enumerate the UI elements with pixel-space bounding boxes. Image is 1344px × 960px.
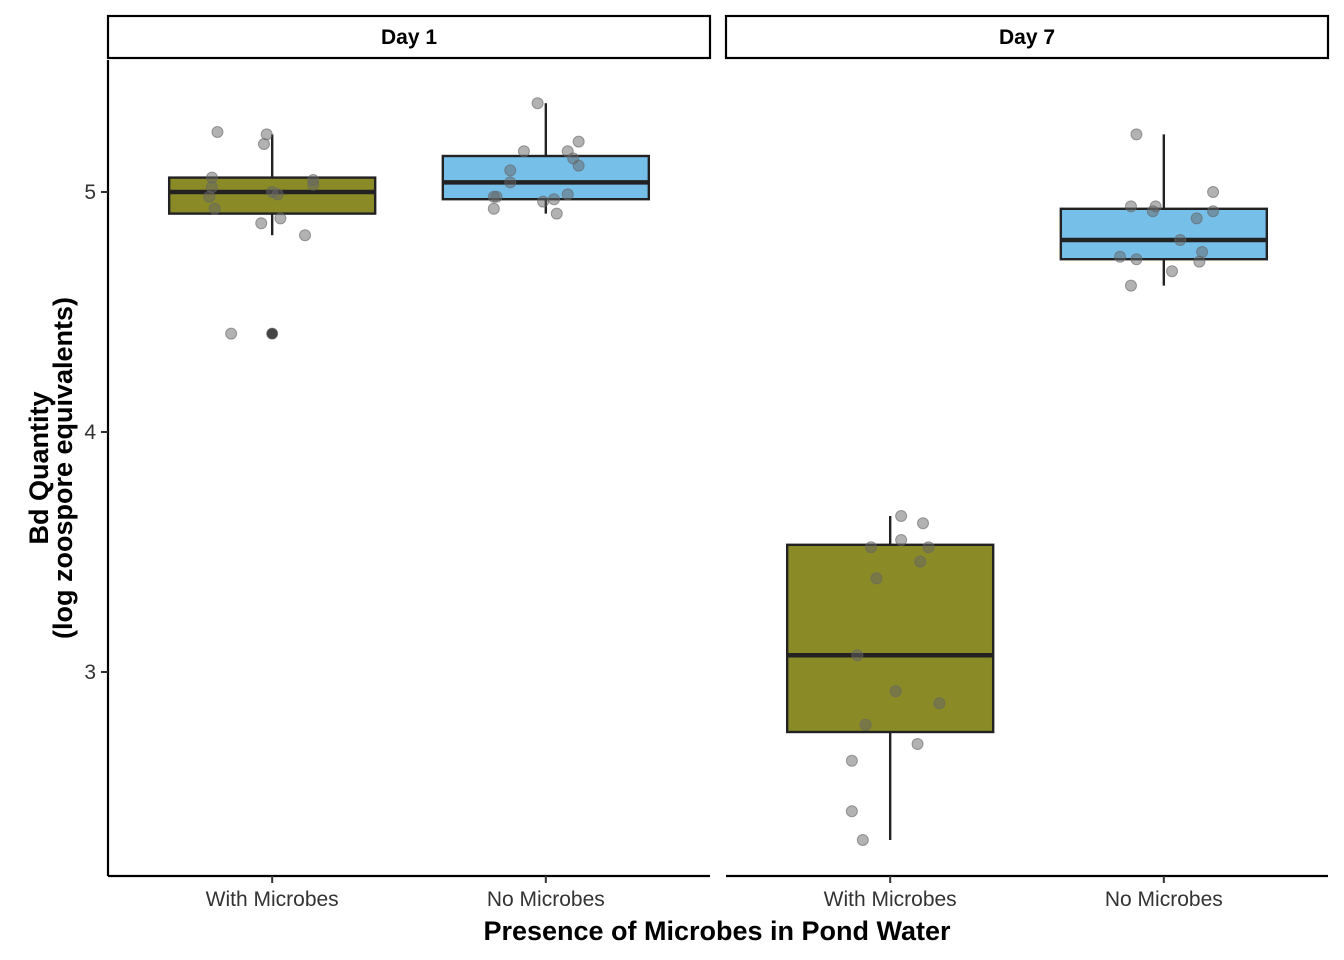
data-point [504,164,517,177]
data-point [531,97,544,110]
data-point [933,697,946,710]
data-point [561,188,574,201]
data-point [917,517,930,530]
y-tick-label-5: 5 [84,181,96,204]
data-point [1174,234,1187,246]
data-point [203,190,216,203]
data-point [517,145,530,158]
box-day-1-no-microbes [441,97,651,220]
box-day-1-with-microbes [167,126,377,340]
facet-strip-day-1 [106,14,712,60]
data-point [1130,253,1143,266]
data-point [865,541,878,554]
data-point [1124,200,1137,213]
data-point [1124,279,1137,292]
box-iqr [441,154,651,201]
data-point [504,176,517,189]
x-tick-label-day-1-with-microbes: With Microbes [206,888,339,911]
x-tick-label-day-7-no-microbes: No Microbes [1105,888,1223,911]
data-point [911,738,924,750]
data-point [845,805,858,818]
data-point [550,207,563,220]
data-point [870,572,883,585]
data-point [211,126,224,138]
box-iqr [1059,207,1269,261]
data-point [271,188,284,201]
data-point [1190,212,1203,225]
data-point [307,178,320,191]
panel-day-7: Day 7 With Microbes No Microbes [724,14,1330,911]
data-point [1207,186,1220,198]
data-point [1146,205,1159,218]
data-point [572,135,585,148]
facet-label-day-1: Day 1 [381,26,437,49]
box-day-7-with-microbes [785,510,995,846]
data-point [895,510,908,522]
data-point [548,193,561,206]
facet-label-day-7: Day 7 [999,26,1055,49]
data-point [856,834,869,846]
y-tick-label-4: 4 [84,421,96,444]
y-axis-title: Bd Quantity (log zoospore equivalents) [24,297,78,639]
panel-day-1: Day 1 3 4 5 With Microbes No Microbes [84,14,712,911]
facet-panels: Day 1 3 4 5 With Microbes No Microbes Day 7 Wit… [84,14,1330,911]
facet-strip-day-7 [724,14,1330,60]
y-axis-title-line1: Bd Quantity [24,392,54,545]
x-tick-label-day-7-with-microbes: With Microbes [824,888,957,911]
data-point [1166,265,1179,278]
x-axis-title: Presence of Microbes in Pond Water [483,916,951,946]
data-point [257,138,270,150]
data-point [845,754,858,767]
data-point [914,555,927,568]
data-point [572,159,585,172]
data-point [1130,128,1143,141]
data-point [266,327,279,340]
y-axis-title-line2: (log zoospore equivalents) [48,297,78,639]
data-point [274,212,287,225]
data-point [1193,255,1206,268]
data-point [299,229,312,242]
data-point [208,202,221,215]
box-day-7-no-microbes [1059,128,1269,292]
data-point [255,217,268,230]
data-point [487,202,500,215]
data-point [225,327,238,340]
x-tick-label-day-1-no-microbes: No Microbes [487,888,605,911]
y-tick-label-3: 3 [84,661,96,684]
data-point [859,718,872,731]
data-point [895,534,908,546]
box-iqr [785,543,995,734]
data-point [851,649,864,662]
data-point [490,190,503,203]
data-point [1207,205,1220,218]
data-point [1114,250,1127,263]
data-point [889,685,902,698]
data-point [922,541,935,554]
data-point [537,195,550,208]
